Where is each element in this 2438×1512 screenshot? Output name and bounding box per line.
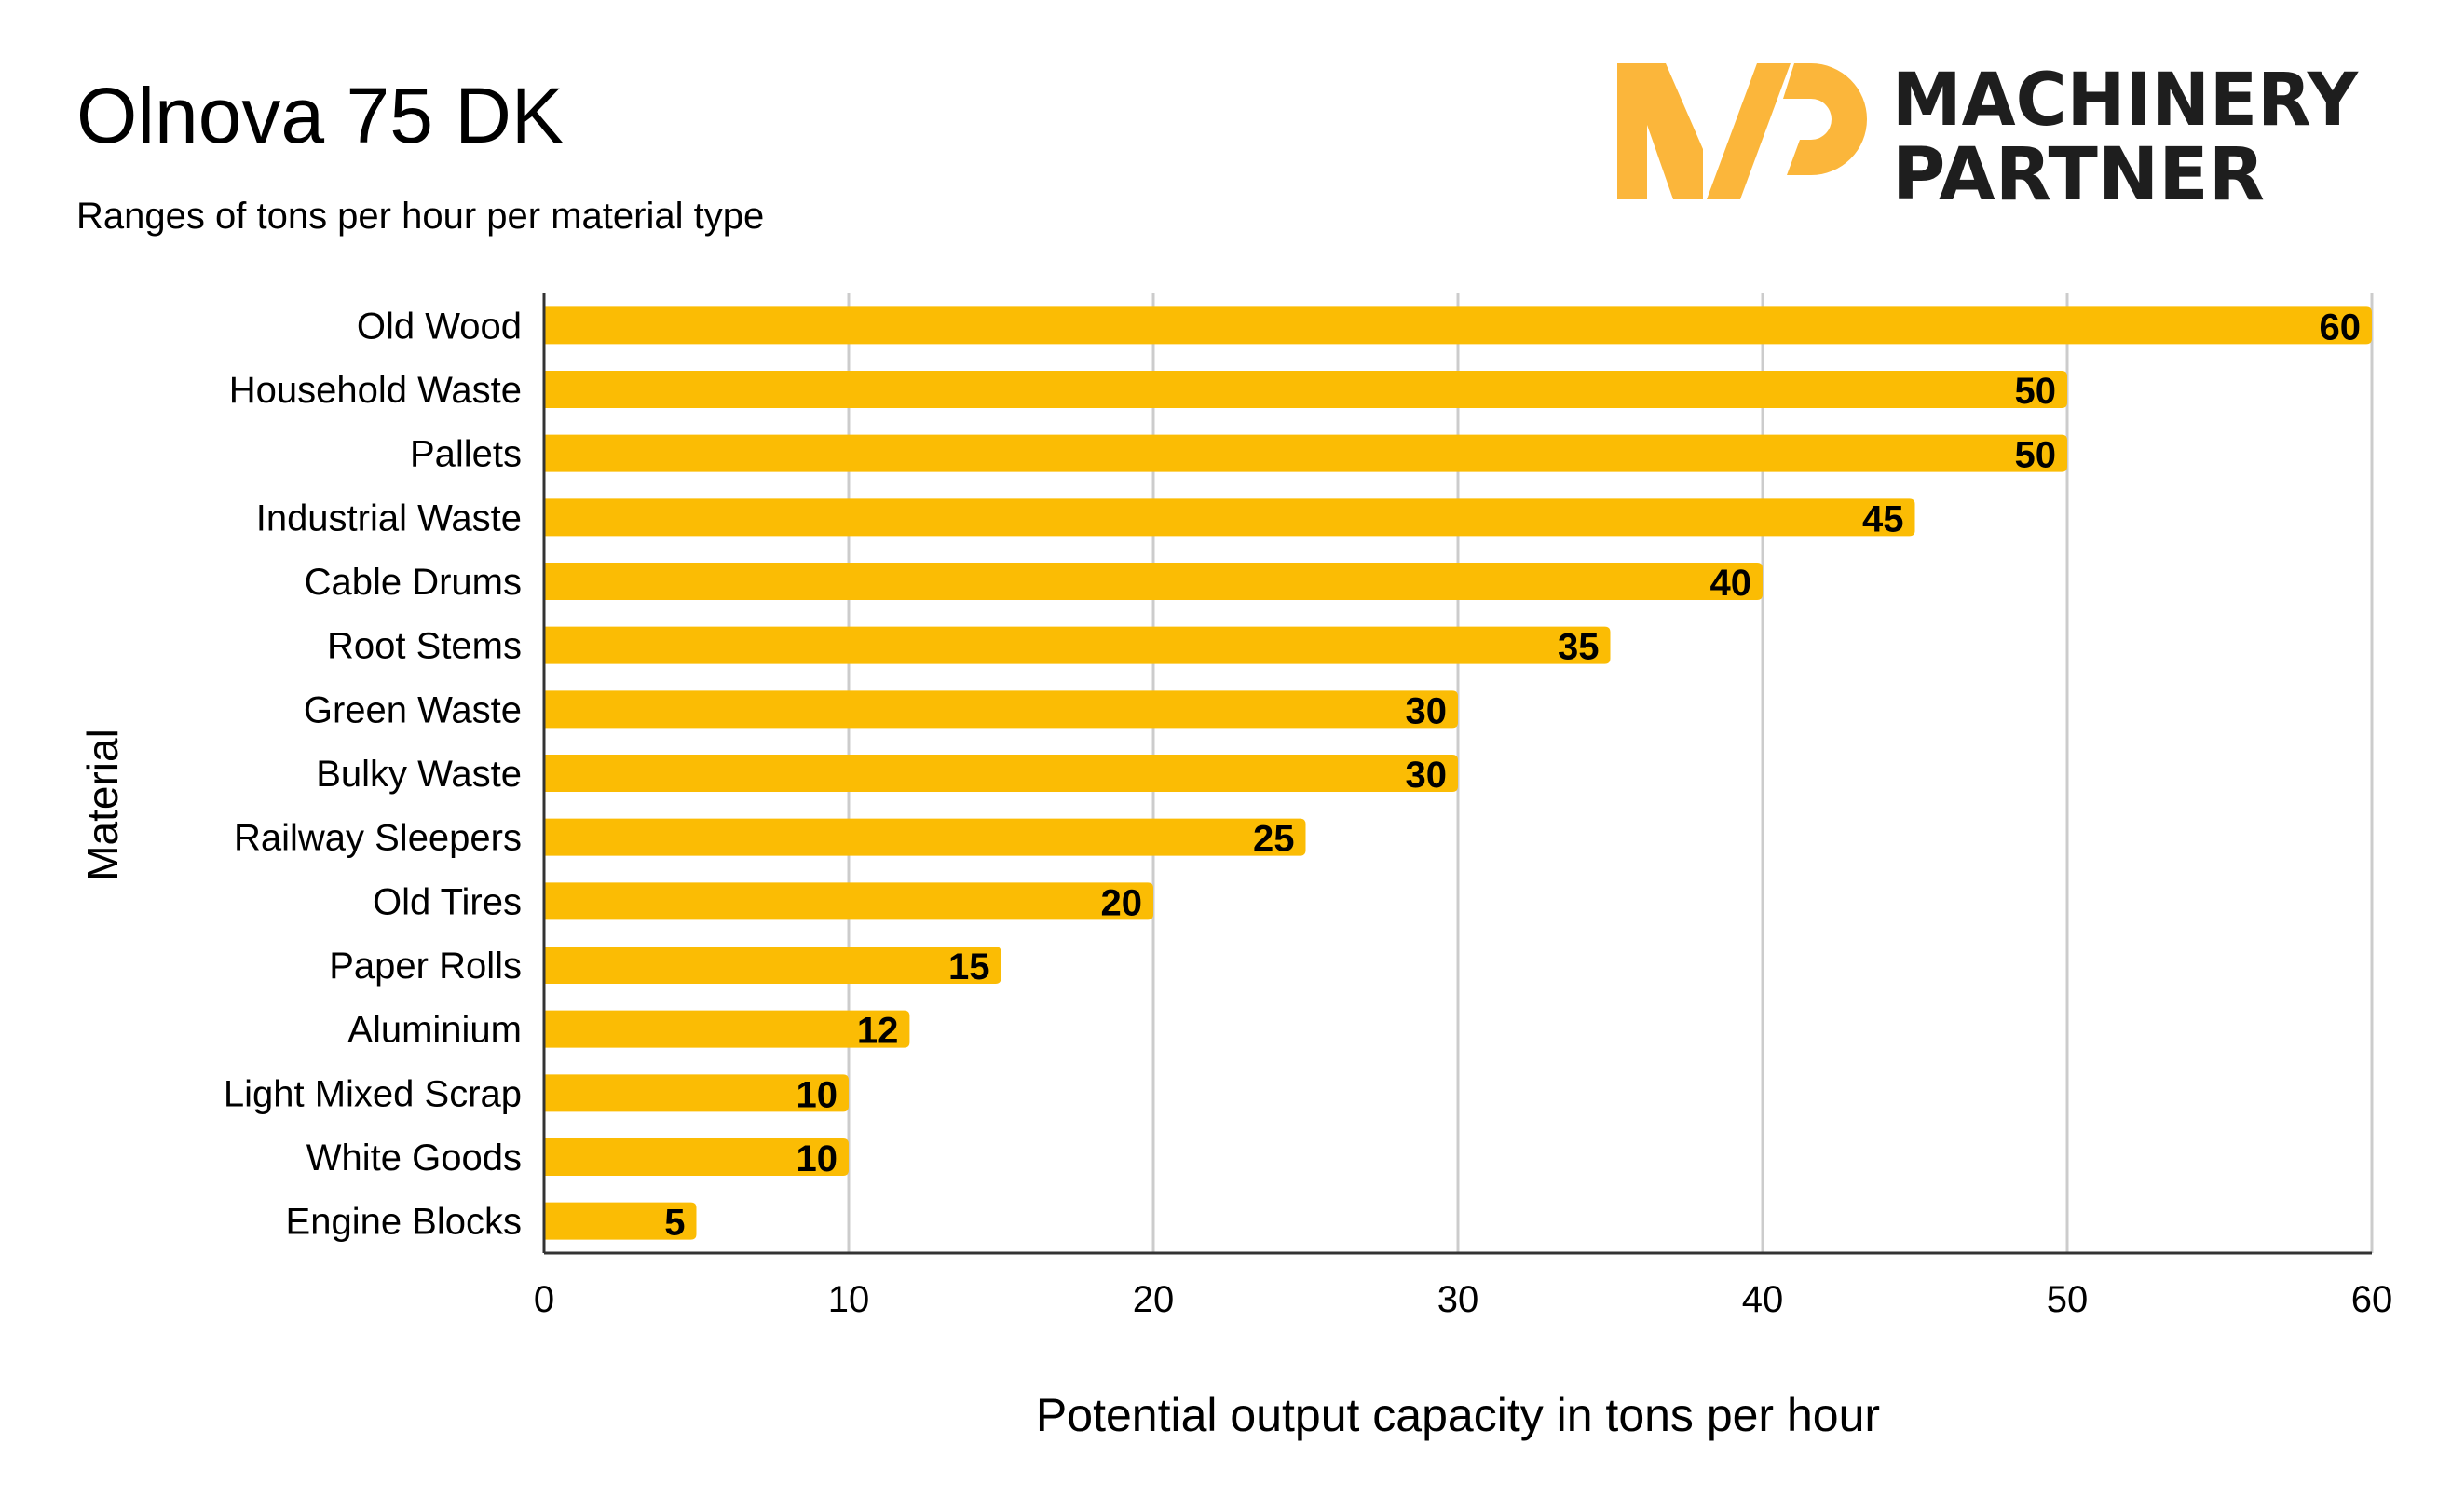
mp-mark-icon (1617, 63, 1867, 199)
data-label: 30 (1406, 755, 1448, 796)
bar (544, 755, 1458, 792)
data-label: 35 (1558, 627, 1600, 668)
y-tick-label: White Goods (306, 1137, 522, 1178)
data-label: 5 (664, 1203, 685, 1244)
x-tick-label: 20 (1133, 1279, 1175, 1320)
bar (544, 1010, 910, 1048)
bar (544, 690, 1458, 729)
y-tick-label: Old Tires (373, 881, 522, 922)
data-label: 45 (1862, 498, 1904, 539)
chart-title: Olnova 75 DK (76, 72, 564, 159)
bar (544, 818, 1306, 856)
data-label: 10 (797, 1138, 838, 1179)
y-tick-label: Light Mixed Scrap (224, 1073, 522, 1114)
x-tick-label: 0 (534, 1279, 554, 1320)
data-label: 60 (2320, 306, 2362, 347)
bar (544, 371, 2067, 408)
bar (544, 306, 2372, 345)
x-tick-label: 50 (2047, 1279, 2089, 1320)
bar (544, 498, 1915, 537)
data-label: 15 (948, 947, 990, 988)
bar (544, 1138, 849, 1176)
chart-subtitle: Ranges of tons per hour per material typ… (76, 196, 765, 237)
bar (544, 626, 1611, 664)
y-tick-label: Green Waste (304, 689, 522, 730)
bar (544, 434, 2067, 472)
data-label: 25 (1253, 819, 1295, 860)
data-label: 20 (1101, 882, 1143, 923)
logo-text-machinery: MACHINERY (1892, 60, 2359, 143)
logo-text-partner: PARTNER (1892, 133, 2265, 209)
bar (544, 882, 1153, 920)
data-label: 10 (797, 1074, 838, 1115)
y-tick-label: Root Stems (327, 626, 522, 667)
x-tick-label: 40 (1742, 1279, 1784, 1320)
data-label: 50 (2015, 435, 2057, 476)
data-label: 50 (2015, 371, 2057, 412)
y-tick-label: Aluminium (347, 1010, 522, 1051)
x-axis-label: Potential output capacity in tons per ho… (1036, 1389, 1880, 1441)
y-tick-label: Household Waste (229, 370, 522, 411)
x-tick-label: 60 (2351, 1279, 2393, 1320)
x-tick-label: 30 (1437, 1279, 1479, 1320)
y-tick-label: Pallets (410, 434, 522, 475)
y-axis-label: Material (78, 729, 127, 881)
machinery-partner-logo: MACHINERY PARTNER (1617, 60, 2359, 209)
y-tick-label: Railway Sleepers (234, 818, 522, 859)
y-tick-label: Engine Blocks (286, 1202, 522, 1243)
y-tick-label: Bulky Waste (316, 754, 522, 795)
x-tick-label: 10 (828, 1279, 870, 1320)
bar (544, 947, 1001, 984)
data-label: 40 (1710, 563, 1752, 604)
bar (544, 563, 1763, 600)
data-label: 12 (857, 1011, 899, 1052)
bar (544, 1074, 849, 1112)
bar (544, 1202, 697, 1240)
y-tick-label: Industrial Waste (256, 497, 522, 538)
y-tick-label: Old Wood (357, 306, 522, 347)
y-tick-label: Cable Drums (305, 562, 522, 603)
y-tick-label: Paper Rolls (329, 946, 522, 987)
data-label: 30 (1406, 690, 1448, 731)
